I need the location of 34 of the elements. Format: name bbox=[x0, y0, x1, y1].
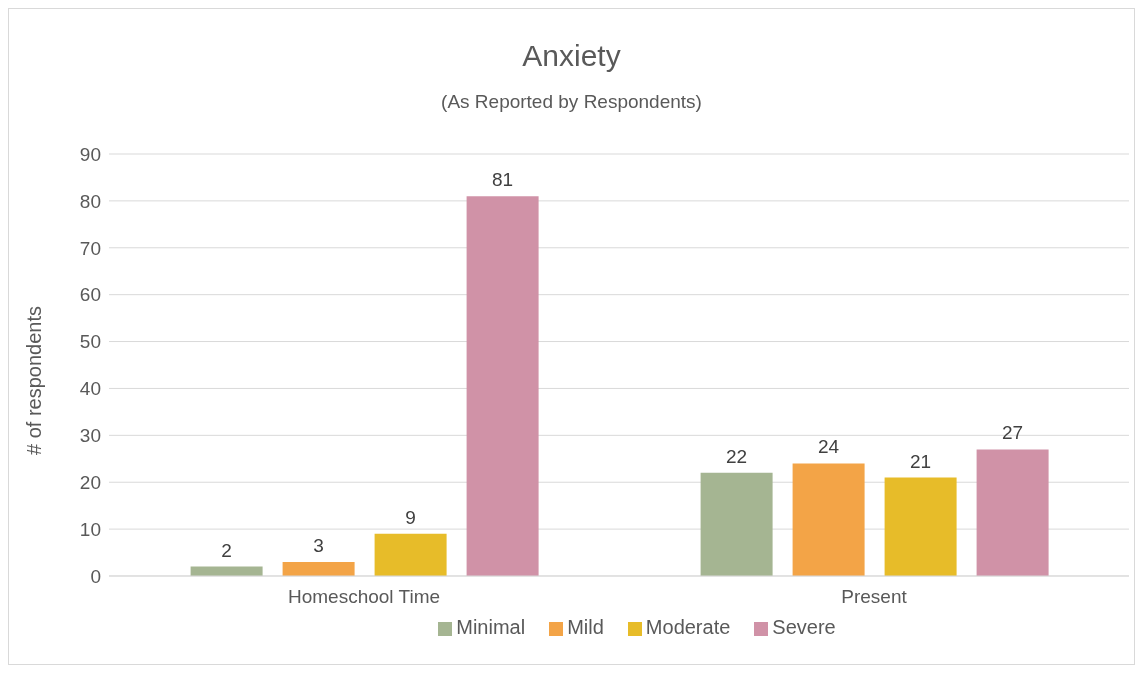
legend-label: Severe bbox=[772, 616, 836, 638]
y-tick-label: 30 bbox=[79, 425, 101, 447]
y-tick-label: 50 bbox=[79, 331, 101, 353]
legend-label: Mild bbox=[567, 616, 604, 638]
data-label: 27 bbox=[1002, 422, 1024, 444]
data-label: 81 bbox=[492, 169, 514, 191]
data-label: 9 bbox=[405, 506, 416, 528]
chart-subtitle: (As Reported by Respondents) bbox=[440, 91, 703, 113]
data-label: 3 bbox=[313, 534, 324, 556]
bar bbox=[466, 196, 539, 576]
y-tick-label: 80 bbox=[79, 190, 101, 212]
data-label: 24 bbox=[818, 436, 840, 458]
data-label: 2 bbox=[221, 539, 232, 561]
y-axis-title: # of respondents bbox=[23, 306, 46, 455]
y-tick-label: 60 bbox=[79, 284, 101, 306]
y-tick-label: 70 bbox=[79, 237, 101, 259]
bar bbox=[282, 561, 355, 576]
x-tick-label: Homeschool Time bbox=[287, 586, 441, 608]
chart-title: Anxiety bbox=[521, 39, 622, 73]
y-tick-label: 20 bbox=[79, 471, 101, 493]
y-tick-label: 0 bbox=[90, 565, 101, 587]
bar bbox=[700, 472, 773, 576]
data-label: 21 bbox=[910, 450, 932, 472]
bar bbox=[884, 477, 957, 576]
bar bbox=[374, 533, 447, 576]
y-tick-label: 40 bbox=[79, 378, 101, 400]
legend-label: Moderate bbox=[645, 616, 731, 638]
y-tick-label: 90 bbox=[79, 143, 101, 165]
bar bbox=[792, 463, 865, 576]
y-tick-label: 10 bbox=[79, 518, 101, 540]
data-label: 22 bbox=[726, 445, 748, 467]
x-tick-label: Present bbox=[841, 586, 908, 608]
bar bbox=[976, 449, 1049, 576]
legend-label: Minimal bbox=[456, 616, 526, 638]
